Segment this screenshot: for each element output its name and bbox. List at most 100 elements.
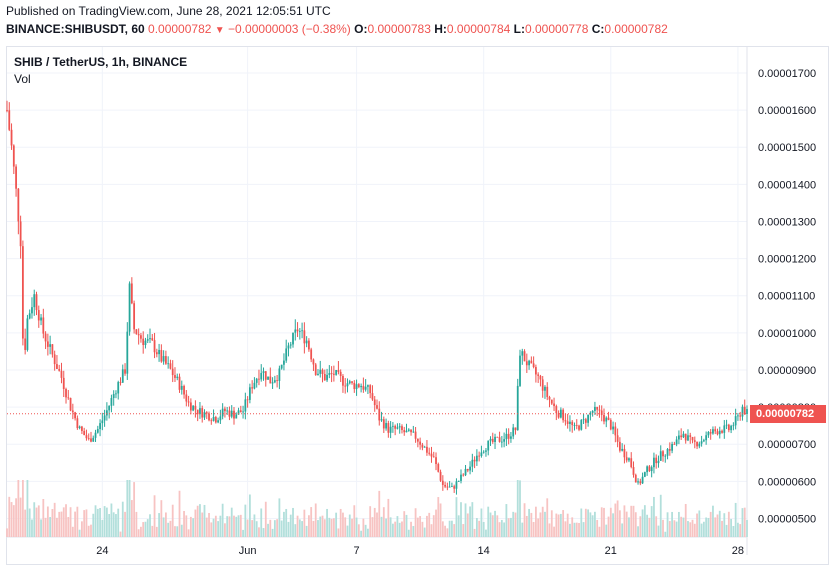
candle-body [208, 413, 210, 421]
volume-bar [634, 512, 637, 537]
volume-bar [485, 529, 487, 537]
candle-body [687, 435, 689, 441]
candle-body [655, 457, 658, 464]
volume-bar [160, 500, 163, 537]
volume-bar [732, 526, 735, 537]
candle-body [498, 437, 501, 442]
candle-body [537, 374, 540, 376]
candle-body [244, 399, 247, 412]
volume-bar [42, 499, 45, 537]
candle-body [133, 303, 136, 330]
volume-bar [594, 511, 596, 537]
volume-bar [10, 502, 13, 537]
volume-bar [741, 508, 744, 537]
chart-frame [6, 46, 829, 565]
candle-body [146, 339, 149, 341]
volume-bar [83, 510, 86, 537]
volume-bar [33, 502, 36, 537]
candle-body [74, 412, 76, 419]
volume-bar [625, 511, 628, 537]
candle-body [110, 398, 113, 406]
volume-bar [146, 519, 149, 537]
down-arrow-icon: ▼ [214, 25, 225, 36]
candle-body [217, 420, 220, 423]
candle-body [596, 406, 599, 410]
high-value: 0.00000784 [446, 22, 511, 36]
candle-body [564, 420, 567, 422]
volume-bar [44, 517, 47, 537]
volume-bar [730, 518, 733, 537]
volume-bar [657, 525, 660, 537]
candle-body [634, 474, 637, 483]
candle-body [40, 317, 42, 321]
candle-body [224, 408, 226, 412]
volume-bar [444, 525, 446, 537]
volume-bar [6, 528, 8, 537]
candle-body [396, 427, 399, 429]
candle-body [462, 474, 465, 476]
volume-bar [31, 519, 33, 537]
volume-bar [405, 514, 408, 537]
candle-body [305, 340, 308, 344]
volume-bar [550, 510, 553, 537]
candle-body [464, 468, 467, 476]
candle-body [532, 363, 535, 368]
volume-bar [37, 505, 40, 537]
candle-body [94, 432, 97, 438]
candle-body [69, 397, 72, 411]
candle-body [469, 466, 471, 471]
volume-bar [19, 497, 22, 537]
candle-body [702, 440, 705, 442]
volume-bar [673, 520, 676, 537]
candle-body [49, 344, 52, 347]
volume-bar [419, 516, 422, 537]
candle-body [494, 436, 496, 443]
volume-label: Vol [14, 72, 31, 86]
candle-body [308, 340, 310, 350]
volume-bar [514, 512, 517, 537]
volume-bar [621, 523, 624, 537]
volume-bar [81, 521, 83, 537]
volume-bar [239, 514, 242, 537]
y-tick-label: 0.00001500 [758, 142, 816, 154]
candle-body [115, 393, 117, 395]
volume-bar [394, 521, 397, 537]
symbol-label: BINANCE:SHIBUSDT, 60 [6, 22, 145, 36]
volume-bar [151, 525, 154, 537]
volume-bar [734, 502, 737, 537]
candle-body [546, 386, 549, 397]
candle-body [539, 375, 542, 380]
volume-bar [201, 512, 204, 537]
volume-bar [283, 511, 285, 537]
volume-bar [605, 524, 608, 537]
volume-bar [487, 506, 490, 537]
volume-bar [305, 525, 308, 537]
candle-body [519, 355, 521, 386]
candle-body [621, 448, 624, 451]
candle-body [675, 439, 678, 445]
candle-body [618, 441, 621, 451]
candle-body [439, 471, 442, 481]
volume-bar [426, 515, 428, 537]
volume-bar [643, 505, 646, 537]
candle-body [607, 417, 610, 420]
price-change: −0.00000003 (−0.38%) [228, 22, 351, 36]
volume-bar [164, 512, 167, 537]
candle-body [371, 393, 374, 400]
candle-body [432, 456, 435, 458]
volume-bar [430, 524, 433, 537]
candle-body [557, 413, 560, 418]
volume-bar [521, 522, 524, 537]
candle-body [46, 341, 49, 347]
candle-body [355, 384, 358, 390]
volume-bar [423, 527, 426, 537]
volume-bar [142, 522, 145, 537]
volume-bar [339, 508, 342, 537]
volume-bar [482, 521, 485, 537]
candle-body [510, 436, 512, 439]
volume-bar [192, 518, 195, 537]
volume-bar [575, 522, 578, 537]
candle-body [294, 329, 297, 333]
volume-bar [587, 509, 590, 537]
